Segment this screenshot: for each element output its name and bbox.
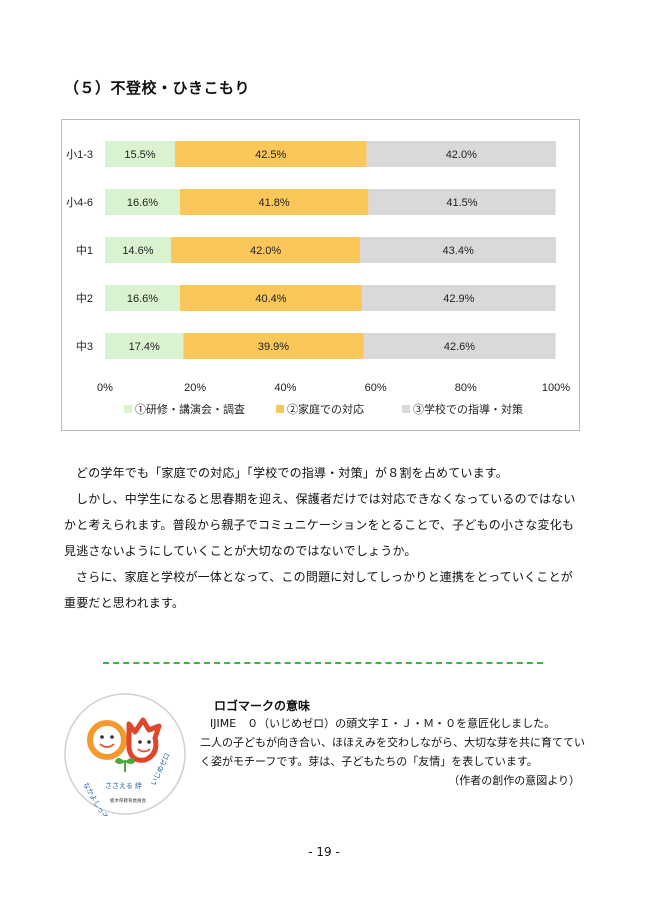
legend-label: ③学校での指導・対策 <box>413 402 523 416</box>
data-label: 42.5% <box>255 149 286 161</box>
data-label: 40.4% <box>255 293 286 305</box>
category-label: 小4-6 <box>66 196 93 209</box>
bar-segment <box>179 285 363 311</box>
data-label: 43.4% <box>443 245 474 257</box>
bar-segment <box>174 141 367 167</box>
bar-segment <box>105 333 184 359</box>
bar-segment <box>368 189 556 215</box>
paragraph: しかし、中学生になると思春期を迎え、保護者だけでは対応できなくなっているのではな… <box>64 492 576 558</box>
emblem-text-center: ささえる 絆 <box>105 781 142 790</box>
x-tick-label: 80% <box>455 382 477 394</box>
x-tick-label: 40% <box>274 382 296 394</box>
bar-segment <box>105 189 180 215</box>
logo-line: く姿がモチーフです。芽は、子どもたちの「友情」を表しています。 <box>200 755 538 768</box>
category-label: 中3 <box>76 340 93 353</box>
category-label: 小1-3 <box>66 148 93 161</box>
dashed-divider <box>103 662 543 664</box>
data-label: 16.6% <box>127 293 158 305</box>
legend-label: ①研修・講演会・調査 <box>135 402 245 416</box>
category-label: 中2 <box>76 292 93 305</box>
data-label: 42.0% <box>446 149 477 161</box>
data-label: 42.9% <box>443 293 474 305</box>
bar-segment <box>105 141 175 167</box>
data-label: 15.5% <box>124 149 155 161</box>
legend-swatch <box>276 405 284 413</box>
bar-segment <box>170 237 361 263</box>
chart-canvas: 小1-3 15.5% 42.5% 42.0% 小4-6 16.6% 41.8% 41.5% 中1… <box>66 141 570 416</box>
emblem-text-bottom: 栃木県教育委員会 <box>110 797 146 804</box>
x-tick-label: 0% <box>97 382 113 394</box>
ijime-zero-logo-emblem: なかよしっ子 ささえる 絆 いじめゼロ 栃木県教育委員会 <box>64 693 186 816</box>
x-tick-label: 60% <box>365 382 387 394</box>
bar-segment <box>366 141 556 167</box>
logo-line: 二人の子どもが向き合い、ほほえみを交わしながら、大切な芽を共に育ててい <box>200 736 585 749</box>
logo-title: ロゴマークの意味 <box>214 699 311 713</box>
data-label: 39.9% <box>258 341 289 353</box>
bar-segment <box>183 333 364 359</box>
bar-segment <box>179 189 369 215</box>
data-label: 17.4% <box>129 341 160 353</box>
logo-source: （作者の創作の意図より） <box>448 774 580 787</box>
category-label: 中1 <box>76 244 93 257</box>
bar-segment <box>360 237 556 263</box>
data-label: 42.6% <box>444 341 475 353</box>
paragraph: どの学年でも「家庭での対応」「学校での指導・対策」が８割を占めています。 <box>76 466 509 480</box>
data-label: 41.8% <box>259 197 290 209</box>
paragraph: さらに、家庭と学校が一体となって、この問題に対してしっかりと連携をとっていくこと… <box>64 570 573 610</box>
section-title: （５）不登校・ひきこもり <box>64 79 251 97</box>
x-tick-label: 100% <box>542 382 570 394</box>
logo-line: IJIME ０（いじめゼロ）の頭文字Ｉ・Ｊ・Ｍ・０を意匠化しました。 <box>210 717 556 730</box>
bar-segment <box>105 237 171 263</box>
page-number: - 19 - <box>308 845 340 859</box>
body-text: どの学年でも「家庭での対応」「学校での指導・対策」が８割を占めています。 しかし… <box>64 460 584 616</box>
data-label: 16.6% <box>127 197 158 209</box>
x-tick-label: 20% <box>184 382 206 394</box>
data-label: 42.0% <box>250 245 281 257</box>
bar-segment <box>363 333 556 359</box>
stacked-bar-chart: 小1-3 15.5% 42.5% 42.0% 小4-6 16.6% 41.8% 41.5% 中1… <box>61 119 580 431</box>
bar-segment <box>105 285 180 311</box>
data-label: 41.5% <box>446 197 477 209</box>
bar-segment <box>362 285 556 311</box>
legend-swatch <box>124 405 132 413</box>
data-label: 14.6% <box>122 245 153 257</box>
logo-description: ロゴマークの意味 IJIME ０（いじめゼロ）の頭文字Ｉ・Ｊ・Ｍ・０を意匠化しま… <box>200 697 600 790</box>
legend-label: ②家庭での対応 <box>287 402 364 416</box>
legend-swatch <box>402 405 410 413</box>
